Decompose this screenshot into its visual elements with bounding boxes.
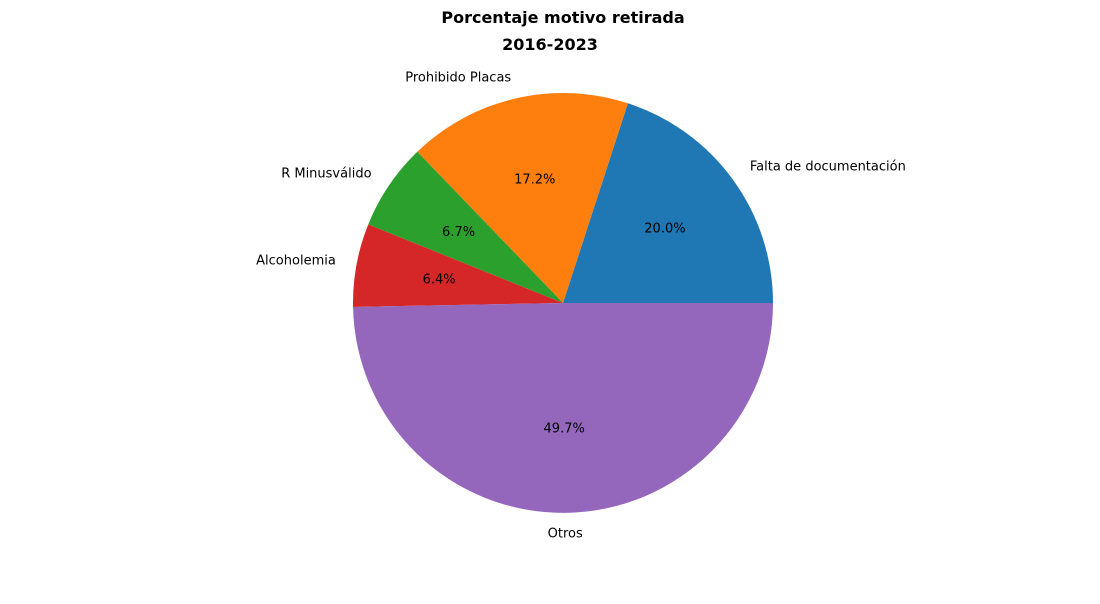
- percent-label-alcoholemia: 6.4%: [423, 273, 456, 288]
- pie-slices: [353, 93, 773, 513]
- percent-label-otros: 49.7%: [544, 421, 585, 436]
- pie-slice-prohibido-placas: [417, 93, 628, 304]
- pie-slice-alcoholemia: [353, 224, 563, 307]
- pie-slice-falta-de-documentacion: [563, 103, 773, 303]
- category-label-prohibido-placas: Prohibido Placas: [405, 70, 511, 85]
- category-label-r-minusvalido: R Minusválido: [281, 166, 371, 181]
- pie-slice-otros: [353, 303, 773, 513]
- percent-label-falta-de-documentacion: 20.0%: [644, 221, 685, 236]
- category-label-otros: Otros: [548, 526, 583, 541]
- category-label-falta-de-documentacion: Falta de documentación: [750, 160, 906, 175]
- percent-label-prohibido-placas: 17.2%: [514, 173, 555, 188]
- chart-title: Porcentaje motivo retirada: [441, 8, 684, 27]
- pie-percent-labels: 20.0% 17.2% 6.7% 6.4% 49.7%: [423, 173, 686, 437]
- pie-category-labels: Falta de documentación Prohibido Placas R …: [256, 70, 906, 541]
- chart-subtitle: 2016-2023: [502, 35, 598, 54]
- category-label-alcoholemia: Alcoholemia: [256, 254, 336, 269]
- pie-slice-r-minusvalido: [368, 151, 563, 303]
- percent-label-r-minusvalido: 6.7%: [442, 225, 475, 240]
